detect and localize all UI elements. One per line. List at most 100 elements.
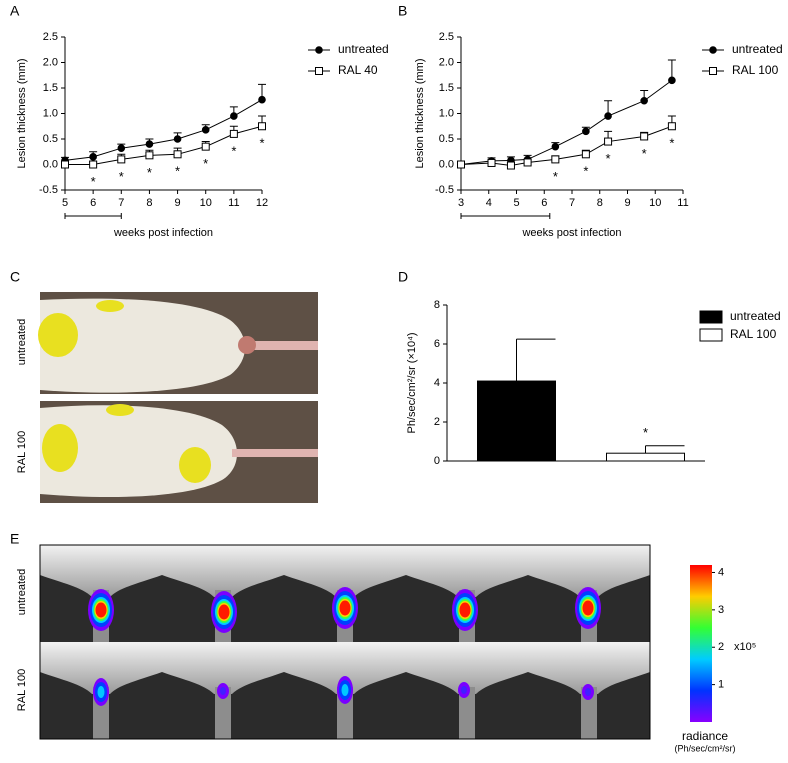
marker [201,126,210,134]
series-line [65,125,263,165]
colorbar-tick-label: 2 [718,641,724,653]
x-tick-label: 6 [90,197,96,209]
panel-label: C [10,269,20,285]
x-axis-label: weeks post infection [521,227,621,239]
significance-label: * [175,164,180,179]
marker [229,129,238,138]
photo [38,292,318,394]
y-tick-label: -0.5 [435,184,454,196]
x-tick-label: 12 [256,197,268,209]
y-tick-label: 0.0 [43,158,58,170]
legend-label: untreated [732,42,783,56]
marker [523,158,532,167]
y-tick-label: 1.5 [439,82,454,94]
significance-label: * [259,136,264,151]
y-tick-label: 0.5 [439,133,454,145]
significance-label: * [91,174,96,189]
row-label: untreated [16,319,28,365]
colorbar-tick-label: 4 [718,566,724,578]
significance-label: * [203,156,208,171]
x-tick-label: 11 [677,197,688,209]
significance-label: * [669,136,674,151]
y-tick-label: 1.0 [43,107,58,119]
marker [551,155,560,164]
legend-marker [709,46,717,54]
significance-label: * [231,143,236,158]
colorbar-tick-label: 3 [718,604,724,616]
error-bar [516,338,556,382]
y-tick-label: 8 [434,299,440,311]
treatment-period [64,213,122,219]
colorbar-multiplier: x10⁵ [734,641,756,653]
legend-label: RAL 100 [730,327,777,341]
marker [604,137,613,146]
treatment-period [460,213,551,219]
error-bar [645,445,685,454]
y-tick-label: 0.0 [439,158,454,170]
marker [506,161,515,170]
marker [668,76,676,85]
series-line [460,79,673,165]
x-tick-label: 5 [513,197,519,209]
y-tick-label: -0.5 [39,184,58,196]
x-axis-label: weeks post infection [113,227,213,239]
colorbar-title: radiance [682,729,728,743]
marker [604,112,612,120]
x-tick-label: 8 [597,197,603,209]
y-axis-label: Lesion thickness (mm) [414,58,426,168]
series-line [64,99,263,161]
significance-label: * [583,164,588,179]
y-tick-label: 1.0 [439,107,454,119]
y-tick-label: 2.5 [439,31,454,43]
significance-label: * [642,146,647,161]
marker [89,153,97,161]
colorbar-tick-label: 1 [718,679,724,691]
marker [117,155,126,164]
marker [201,142,210,151]
x-tick-label: 11 [228,197,239,209]
colorbar [690,565,712,722]
x-tick-label: 7 [569,197,575,209]
x-tick-label: 10 [649,197,661,209]
marker [581,150,590,159]
x-tick-label: 9 [624,197,630,209]
panel-label: B [398,3,407,19]
significance-label: * [606,151,611,166]
marker [230,112,238,120]
significance-label: * [119,169,124,184]
x-tick-label: 9 [175,197,181,209]
row-label: untreated [16,569,28,615]
marker [117,144,126,152]
marker [173,135,182,143]
significance-label: * [643,425,648,440]
marker [145,140,154,148]
x-tick-label: 7 [118,197,124,209]
marker [89,160,98,169]
legend-label: RAL 40 [338,63,378,77]
marker [258,95,266,104]
y-axis-label: Lesion thickness (mm) [16,58,28,168]
y-tick-label: 2.0 [439,56,454,68]
colorbar-unit: (Ph/sec/cm²/sr) [674,743,735,753]
marker [667,122,676,131]
marker [173,150,182,159]
legend-marker [315,46,323,54]
x-tick-label: 4 [486,197,492,209]
legend-label: untreated [338,42,389,56]
marker [640,96,648,105]
panel-label: E [10,531,19,547]
row-label: RAL 100 [16,431,28,473]
y-axis-label: Ph/sec/cm²/sr (×10⁴) [406,333,418,434]
marker [582,127,590,136]
panel-label: D [398,269,408,285]
bar [477,380,556,462]
legend-swatch [699,328,723,342]
marker [487,158,496,167]
x-tick-label: 10 [200,197,212,209]
photo [40,401,318,503]
bar [606,452,685,462]
significance-label: * [147,165,152,180]
legend-label: untreated [730,309,781,323]
y-tick-label: 2 [434,416,440,428]
